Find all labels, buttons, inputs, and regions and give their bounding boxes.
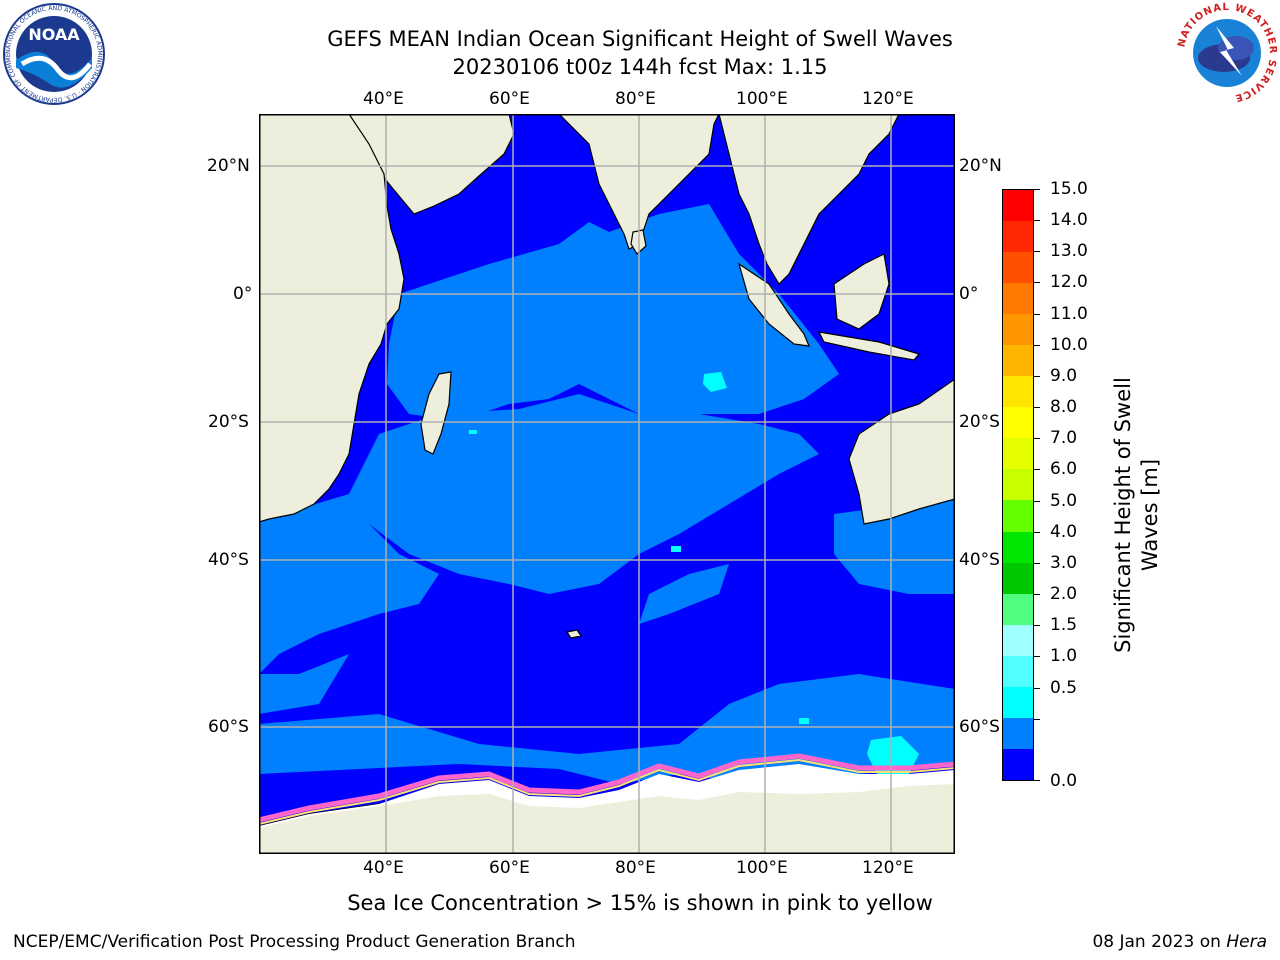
colorbar-tick-mark: [1034, 469, 1040, 471]
colorbar-segment: [1003, 345, 1033, 377]
colorbar-segment: [1003, 717, 1033, 749]
colorbar-label: Significant Height of Swell Waves [m]: [1110, 377, 1170, 653]
graticule: [259, 114, 955, 854]
colorbar-tick-mark: [1034, 344, 1040, 346]
lon-tick-bottom-120: 120°E: [862, 858, 914, 878]
colorbar-segment: [1003, 686, 1033, 718]
lon-tick-top-60: 60°E: [489, 89, 530, 109]
colorbar-label-line2: Waves [m]: [1138, 458, 1162, 572]
lat-tick-left-20n: 20°N: [207, 156, 250, 176]
colorbar-segment: [1003, 283, 1033, 315]
lon-tick-top-120: 120°E: [862, 89, 914, 109]
colorbar-tick-mark: [1034, 313, 1040, 315]
lat-tick-left-20s: 20°S: [208, 412, 249, 432]
lon-tick-bottom-100: 100°E: [736, 858, 788, 878]
footer-left: NCEP/EMC/Verification Post Processing Pr…: [13, 932, 576, 952]
lon-tick-top-80: 80°E: [615, 89, 656, 109]
sea-ice-caption: Sea Ice Concentration > 15% is shown in …: [347, 891, 933, 915]
colorbar-tick-label: 13.0: [1050, 241, 1088, 262]
nws-logo: NATIONAL WEATHER SERVICE: [1176, 2, 1278, 104]
colorbar-segment: [1003, 221, 1033, 253]
colorbar-tick-label: 2.0: [1050, 584, 1078, 605]
colorbar-segment: [1003, 500, 1033, 532]
colorbar-ticks: 15.0 14.0 13.0 12.0 11.0 10.0 9.0 8.0 7.0 6.0 5.0 4…: [1034, 179, 1114, 791]
colorbar-tick-label: 0.0: [1050, 771, 1078, 791]
lon-tick-bottom-40: 40°E: [363, 858, 404, 878]
colorbar-tick-mark: [1034, 282, 1040, 284]
colorbar-tick-label: 3.0: [1050, 552, 1078, 573]
colorbar-tick-mark: [1034, 375, 1040, 377]
colorbar-segment: [1003, 593, 1033, 625]
map-panel: [258, 113, 956, 855]
footer-host: Hera: [1226, 932, 1267, 952]
colorbar-tick-mark: [1034, 656, 1040, 658]
colorbar-segment: [1003, 531, 1033, 563]
ice-edge: [258, 753, 956, 823]
colorbar-tick-mark: [1034, 780, 1040, 781]
lon-tick-bottom-60: 60°E: [489, 858, 530, 878]
colorbar-segment: [1003, 407, 1033, 439]
lat-tick-right-20n: 20°N: [959, 156, 1002, 176]
colorbar-tick-label: 11.0: [1050, 303, 1088, 324]
colorbar-tick-label: 9.0: [1050, 365, 1078, 386]
chart-subtitle: 20230106 t00z 144h fcst Max: 1.15: [452, 55, 828, 79]
lat-tick-left-0: 0°: [233, 284, 253, 304]
colorbar-segment: [1003, 469, 1033, 501]
colorbar-tick-mark: [1034, 189, 1040, 190]
lat-tick-right-60s: 60°S: [959, 717, 1000, 737]
lon-tick-top-40: 40°E: [363, 89, 404, 109]
colorbar-tick-mark: [1034, 500, 1040, 502]
colorbar-tick-label: 0.5: [1050, 677, 1078, 698]
lon-tick-bottom-80: 80°E: [615, 858, 656, 878]
colorbar-tick-label: 4.0: [1050, 521, 1078, 542]
colorbar-tick-mark: [1034, 594, 1040, 596]
swell-high-spots: [469, 372, 919, 774]
colorbar: [1002, 189, 1034, 781]
colorbar-segment: [1003, 190, 1033, 222]
colorbar-tick-mark: [1034, 718, 1040, 720]
chart-title: GEFS MEAN Indian Ocean Significant Heigh…: [327, 27, 953, 51]
colorbar-tick-mark: [1034, 407, 1040, 409]
colorbar-tick-label: 8.0: [1050, 397, 1078, 418]
map-frame: [259, 114, 955, 854]
sea-ice: [258, 753, 956, 828]
colorbar-segment: [1003, 252, 1033, 284]
colorbar-tick-label: 1.5: [1050, 615, 1078, 636]
colorbar-tick-label: 14.0: [1050, 210, 1088, 231]
colorbar-tick-mark: [1034, 562, 1040, 564]
colorbar-segment: [1003, 748, 1033, 780]
footer-right: 08 Jan 2023 on Hera: [1092, 932, 1267, 952]
colorbar-segment: [1003, 376, 1033, 408]
colorbar-tick-mark: [1034, 220, 1040, 222]
colorbar-tick-label: 15.0: [1050, 179, 1088, 199]
lat-tick-right-40s: 40°S: [959, 550, 1000, 570]
colorbar-segment: [1003, 438, 1033, 470]
colorbar-label-line1: Significant Height of Swell: [1111, 377, 1135, 653]
colorbar-segment: [1003, 655, 1033, 687]
noaa-logo: NOAA NATIONAL OCEANIC AND ATMOSPHERIC AD…: [0, 0, 106, 106]
colorbar-tick-mark: [1034, 251, 1040, 253]
colorbar-tick-label: 5.0: [1050, 490, 1078, 511]
colorbar-tick-mark: [1034, 531, 1040, 533]
colorbar-segment: [1003, 624, 1033, 656]
lat-tick-right-20s: 20°S: [959, 412, 1000, 432]
footer-date: 08 Jan 2023 on: [1092, 932, 1227, 952]
lon-tick-top-100: 100°E: [736, 89, 788, 109]
colorbar-tick-label: 10.0: [1050, 334, 1088, 355]
colorbar-segment: [1003, 314, 1033, 346]
colorbar-tick-label: 1.0: [1050, 646, 1078, 667]
colorbar-tick-label: 6.0: [1050, 459, 1078, 480]
lat-tick-left-60s: 60°S: [208, 717, 249, 737]
colorbar-tick-mark: [1034, 438, 1040, 440]
colorbar-tick-label: 7.0: [1050, 428, 1078, 449]
colorbar-segment: [1003, 562, 1033, 594]
colorbar-tick-mark: [1034, 687, 1040, 689]
lat-tick-left-40s: 40°S: [208, 550, 249, 570]
lat-tick-right-0: 0°: [959, 284, 979, 304]
noaa-logo-text: NOAA: [28, 25, 80, 44]
colorbar-tick-mark: [1034, 625, 1040, 627]
map-svg: [258, 113, 956, 855]
colorbar-tick-label: 12.0: [1050, 272, 1088, 293]
